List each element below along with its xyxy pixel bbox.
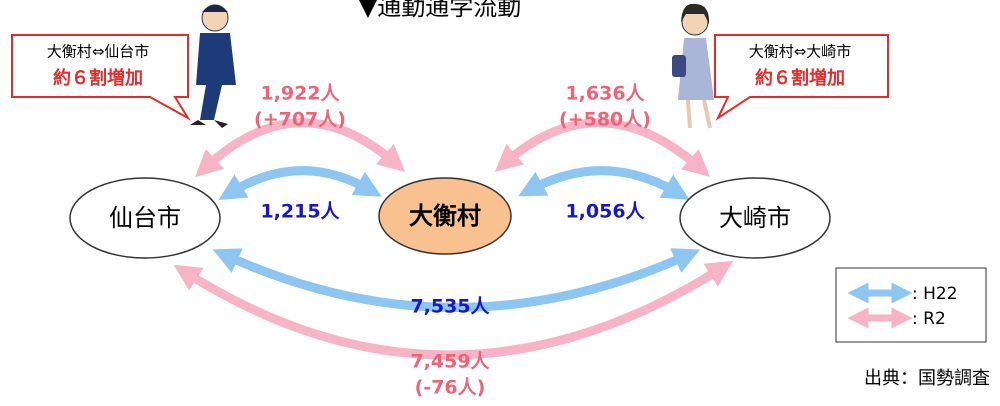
source: 出典：国勢調査: [864, 368, 990, 389]
flow-label: (+580人): [559, 109, 651, 131]
flow-label: 7,535人: [410, 296, 490, 318]
node-label: 仙台市: [109, 204, 181, 232]
person-icon: [190, 5, 236, 128]
callout-change: 約６割増加: [755, 67, 845, 89]
node-label: 大衡村: [409, 202, 481, 230]
person-icon: [672, 4, 714, 128]
flow-label: 1,922人: [260, 83, 340, 105]
flow-label: 1,056人: [565, 201, 645, 223]
node-label: 大崎市: [719, 204, 791, 232]
callout-route: 大衡村⇔仙台市: [47, 43, 150, 61]
legend-label: : R2: [912, 309, 946, 329]
legend-box: [836, 268, 986, 342]
callout-route: 大衡村⇔大崎市: [749, 43, 852, 61]
arrow-h22: [230, 171, 370, 193]
arrow-h22: [530, 171, 678, 193]
diagram: ▼通勤通学流動 仙台市 大衡村 大崎市 1,922人 (+707人) 1,215…: [0, 0, 1000, 406]
flow-label: 1,636人: [565, 83, 645, 105]
title: ▼通勤通学流動: [359, 0, 521, 21]
flow-label: 1,215人: [260, 201, 340, 223]
callout-change: 約６割増加: [53, 67, 143, 89]
flow-label: (-76人): [415, 377, 486, 399]
legend-label: : H22: [912, 284, 958, 304]
flow-label: 7,459人: [410, 351, 490, 373]
flow-label: (+707人): [254, 109, 346, 131]
